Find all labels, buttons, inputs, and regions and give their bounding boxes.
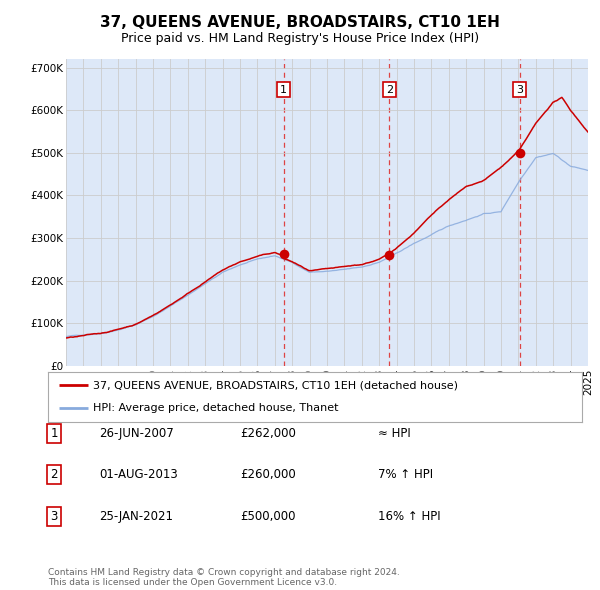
Text: 2: 2 <box>50 468 58 481</box>
Text: ≈ HPI: ≈ HPI <box>378 427 411 440</box>
Text: 7% ↑ HPI: 7% ↑ HPI <box>378 468 433 481</box>
Text: 01-AUG-2013: 01-AUG-2013 <box>99 468 178 481</box>
Text: HPI: Average price, detached house, Thanet: HPI: Average price, detached house, Than… <box>94 404 339 414</box>
Text: 25-JAN-2021: 25-JAN-2021 <box>99 510 173 523</box>
Text: 1: 1 <box>280 85 287 94</box>
Text: £262,000: £262,000 <box>240 427 296 440</box>
Text: 37, QUEENS AVENUE, BROADSTAIRS, CT10 1EH: 37, QUEENS AVENUE, BROADSTAIRS, CT10 1EH <box>100 15 500 30</box>
Text: Contains HM Land Registry data © Crown copyright and database right 2024.
This d: Contains HM Land Registry data © Crown c… <box>48 568 400 587</box>
Text: 16% ↑ HPI: 16% ↑ HPI <box>378 510 440 523</box>
Text: £260,000: £260,000 <box>240 468 296 481</box>
Text: 3: 3 <box>50 510 58 523</box>
Text: £500,000: £500,000 <box>240 510 296 523</box>
Text: 3: 3 <box>516 85 523 94</box>
Text: 2: 2 <box>386 85 393 94</box>
Text: 37, QUEENS AVENUE, BROADSTAIRS, CT10 1EH (detached house): 37, QUEENS AVENUE, BROADSTAIRS, CT10 1EH… <box>94 380 458 390</box>
Text: 26-JUN-2007: 26-JUN-2007 <box>99 427 174 440</box>
Text: Price paid vs. HM Land Registry's House Price Index (HPI): Price paid vs. HM Land Registry's House … <box>121 32 479 45</box>
Text: 1: 1 <box>50 427 58 440</box>
